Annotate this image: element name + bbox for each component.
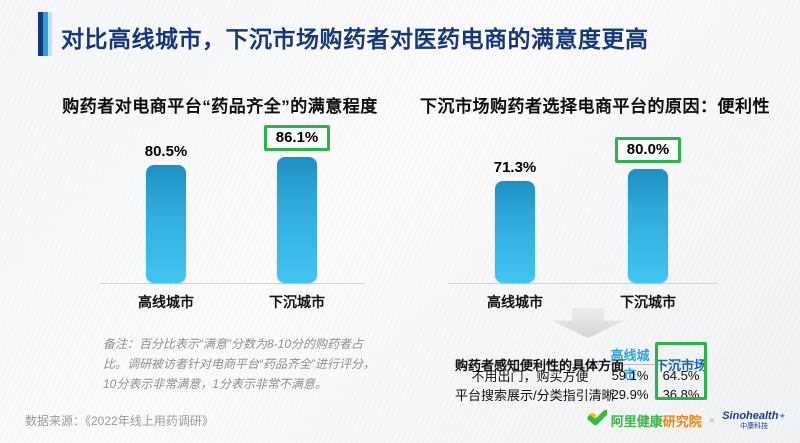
table-cell: 64.5% [662,368,700,383]
footnote: 备注：百分比表示“满意”分数为8-10分的购药者占比。调研被访者针对电商平台“药… [103,337,375,392]
bar-group: 86.1% 下沉城市 [263,125,331,310]
chart-title: 下沉市场购药者选择电商平台的原因：便利性 [420,97,770,116]
ali-logo-text-orange: 研究院 [662,414,702,429]
bar-group: 80.0% 下沉城市 [614,137,682,310]
bar-high-tier-city [146,165,186,283]
data-source: 数据来源：《2022年线上用药调研》 [25,414,214,428]
heart-icon [587,409,608,431]
convenience-table: 购药者感知便利性的具体方面 高线城市 下沉市场 不用出门，购买方便 59.1% … [455,342,707,403]
table-header-label: 购药者感知便利性的具体方面 [455,357,625,373]
bar-sinking-city [628,169,668,283]
table-header-sinking: 下沉市场 [655,357,708,373]
chart-title: 购药者对电商平台“药品齐全”的满意程度 [62,97,378,116]
bar-value-label-highlighted: 80.0% [614,137,682,163]
bar-value-label-highlighted: 86.1% [263,125,331,151]
title-accent-bar [38,12,52,56]
table-cell: 59.1% [611,368,649,383]
x-axis-line [448,283,718,284]
sinohealth-logo-text: Sinohealth✦ [722,410,786,422]
chart-convenience: 下沉市场购药者选择电商平台的原因：便利性 71.3% 高线城市 80.0% 下沉… [420,92,770,332]
category-label: 下沉城市 [620,294,676,310]
footer-logos: 阿里健康研究院 × Sinohealth✦ 中康科技 [587,409,786,431]
ali-logo-text: 阿里健康研究院 [611,411,702,430]
chart-plot-area: 80.5% 高线城市 86.1% 下沉城市 [40,125,400,310]
table-row: 平台搜索展示/分类指引清晰 29.9% 36.8% [455,385,707,403]
table-row-label: 不用出门，购买方便 [471,369,589,384]
table-cell: 36.8% [662,387,700,402]
category-label: 高线城市 [487,294,543,310]
sinohealth-logo-sub: 中康科技 [740,423,769,430]
bar-group: 80.5% 高线城市 [138,143,194,310]
bar-value-label: 80.5% [144,143,188,160]
bar-sinking-city [277,157,317,283]
bar-value-label: 71.3% [493,159,537,176]
category-label: 下沉城市 [269,294,325,310]
chart-satisfaction: 购药者对电商平台“药品齐全”的满意程度 80.5% 高线城市 86.1% 下沉城… [40,92,400,332]
logo-separator: × [708,414,716,427]
chart-plot-area: 71.3% 高线城市 80.0% 下沉城市 [420,130,770,310]
table-cell: 29.9% [611,387,649,402]
sinohealth-logo: Sinohealth✦ 中康科技 [722,410,786,431]
table-header-row: 购药者感知便利性的具体方面 高线城市 下沉市场 [455,345,707,382]
category-label: 高线城市 [138,294,194,310]
ali-health-logo: 阿里健康研究院 [587,409,702,431]
x-axis-line [100,283,365,284]
table-row-label: 平台搜索展示/分类指引清晰 [455,388,615,403]
bar-high-tier-city [495,181,535,283]
sparkle-icon: ✦ [778,411,786,421]
table-header-high-tier: 高线城市 [610,348,650,382]
table-row: 不用出门，购买方便 59.1% 64.5% [455,366,707,384]
bar-group: 71.3% 高线城市 [487,159,543,310]
page-title: 对比高线城市，下沉市场购药者对医药电商的满意度更高 [61,26,649,52]
ali-logo-text-green: 阿里健康 [610,414,663,429]
